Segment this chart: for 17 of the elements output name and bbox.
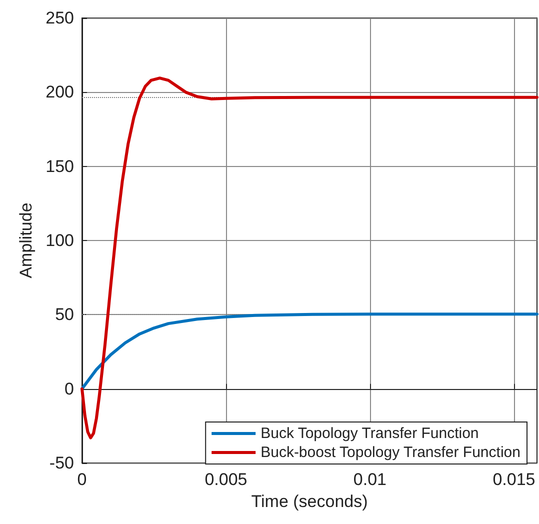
line-series: [80, 312, 538, 390]
x-tick-label: 0.015: [492, 470, 536, 489]
x-tick-label: 0.005: [204, 470, 248, 489]
y-tick-label: 200: [46, 82, 74, 102]
y-tick-label: 250: [46, 8, 74, 28]
y-tick-label: 150: [46, 156, 74, 176]
y-tick-label: 100: [46, 231, 74, 250]
y-tick-label: -50: [49, 454, 74, 472]
legend-label: Buck-boost Topology Transfer Function: [260, 444, 520, 461]
y-tick-label: 0: [64, 379, 74, 398]
line-series: [80, 76, 538, 440]
y-axis-title: Amplitude: [16, 202, 36, 278]
x-tick-label: 0: [77, 470, 87, 489]
legend-label: Buck Topology Transfer Function: [260, 425, 479, 442]
y-tick-label: 50: [55, 305, 74, 324]
x-tick-label: 0.01: [353, 470, 387, 489]
x-axis-title: Time (seconds): [251, 492, 368, 511]
